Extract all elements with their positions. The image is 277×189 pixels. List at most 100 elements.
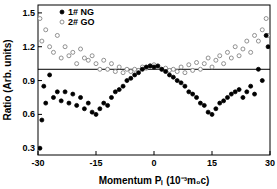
data-point xyxy=(175,79,179,83)
x-tick xyxy=(38,151,39,155)
data-point xyxy=(210,65,214,69)
data-point xyxy=(198,67,202,71)
data-point xyxy=(38,17,42,21)
data-point xyxy=(191,92,195,96)
data-point xyxy=(167,68,171,72)
x-tick xyxy=(212,151,213,155)
data-point xyxy=(75,62,79,66)
data-point xyxy=(171,75,175,79)
data-point xyxy=(249,50,253,54)
y-tick xyxy=(38,80,42,81)
data-point xyxy=(67,54,71,58)
data-point xyxy=(241,47,245,51)
data-point xyxy=(222,62,226,66)
y-tick xyxy=(38,46,42,47)
x-tick-label: -30 xyxy=(31,158,44,168)
data-point xyxy=(266,45,270,49)
y-tick-label: 0.9 xyxy=(22,76,35,86)
data-point xyxy=(171,67,175,71)
data-point xyxy=(106,103,110,107)
data-point xyxy=(148,64,152,68)
data-point xyxy=(67,101,71,105)
data-point xyxy=(133,67,137,71)
data-point xyxy=(44,101,48,105)
legend-label: 2# GO xyxy=(68,17,95,27)
data-point xyxy=(38,146,42,150)
data-point xyxy=(183,71,187,75)
data-point xyxy=(140,67,144,71)
data-point xyxy=(40,39,44,43)
data-point xyxy=(202,103,206,107)
y-tick-label: 0.3 xyxy=(22,143,35,153)
data-point xyxy=(44,28,48,32)
chart: -30-15015300.30.60.91.21.5Momentum Pₗ (1… xyxy=(0,0,277,189)
data-point xyxy=(256,67,260,71)
data-point xyxy=(117,88,121,92)
data-point xyxy=(48,73,52,77)
data-point xyxy=(79,47,83,51)
data-point xyxy=(218,101,222,105)
data-point xyxy=(152,65,156,69)
data-point xyxy=(55,90,59,94)
data-point xyxy=(198,101,202,105)
data-point xyxy=(86,58,90,62)
plot-frame xyxy=(38,5,270,155)
data-point xyxy=(210,112,214,116)
data-point xyxy=(264,33,268,37)
data-point xyxy=(144,65,148,69)
data-point xyxy=(51,95,55,99)
data-point xyxy=(229,56,233,60)
data-point xyxy=(71,50,75,54)
y-tick xyxy=(38,12,42,13)
data-point xyxy=(229,92,233,96)
data-point xyxy=(245,39,249,43)
y-axis-label: Ratio (Arb. units) xyxy=(2,39,13,120)
data-point xyxy=(109,62,113,66)
data-point xyxy=(264,17,268,21)
data-point xyxy=(42,84,46,88)
data-point xyxy=(109,95,113,99)
y-tick-label: 1.2 xyxy=(22,42,35,52)
data-point xyxy=(102,101,106,105)
data-point xyxy=(82,56,86,60)
data-point xyxy=(191,68,195,72)
data-point xyxy=(98,67,102,71)
data-point xyxy=(237,88,241,92)
data-point xyxy=(148,64,152,68)
data-point xyxy=(63,90,67,94)
plot-area xyxy=(38,17,270,151)
data-point xyxy=(253,33,257,37)
data-point xyxy=(175,70,179,74)
data-point xyxy=(202,62,206,66)
data-point xyxy=(125,67,129,71)
data-point xyxy=(187,63,191,67)
x-axis-label: Momentum Pₗ (10⁻³m₀c) xyxy=(99,175,210,186)
data-point xyxy=(160,67,164,71)
x-tick xyxy=(154,151,155,155)
data-point xyxy=(222,99,226,103)
data-point xyxy=(129,70,133,74)
data-point xyxy=(214,58,218,62)
data-point xyxy=(133,73,137,77)
data-point xyxy=(245,90,249,94)
data-point xyxy=(195,95,199,99)
data-point xyxy=(253,92,257,96)
x-tick-label: 15 xyxy=(207,158,217,168)
data-point xyxy=(260,79,264,83)
data-point xyxy=(90,54,94,58)
data-point xyxy=(40,118,44,122)
data-point xyxy=(121,84,125,88)
data-point xyxy=(256,39,260,43)
data-point xyxy=(94,62,98,66)
data-point xyxy=(260,28,264,32)
data-point xyxy=(90,110,94,114)
x-tick-label: -15 xyxy=(89,158,102,168)
data-point xyxy=(233,45,237,49)
x-tick-label: 0 xyxy=(151,158,156,168)
data-point xyxy=(156,64,160,68)
data-point xyxy=(98,107,102,111)
data-point xyxy=(125,79,129,83)
data-point xyxy=(183,84,187,88)
data-point xyxy=(206,110,210,114)
data-point xyxy=(113,90,117,94)
